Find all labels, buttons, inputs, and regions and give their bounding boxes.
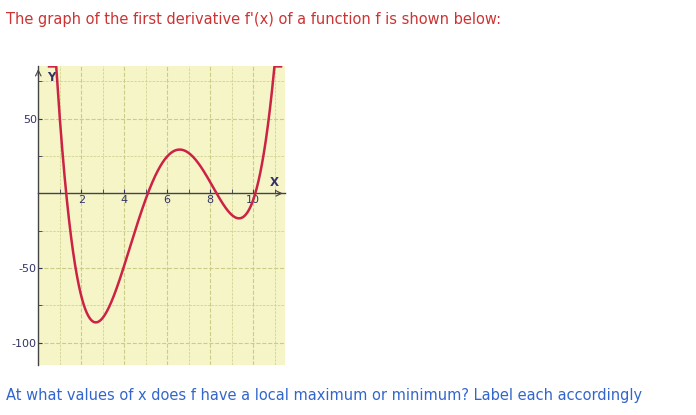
Text: X: X <box>270 176 279 189</box>
Text: The graph of the first derivative f'(x) of a function f is shown below:: The graph of the first derivative f'(x) … <box>6 12 500 27</box>
Text: Y: Y <box>47 71 55 84</box>
Text: At what values of x does f have a local maximum or minimum? Label each according: At what values of x does f have a local … <box>6 388 642 403</box>
